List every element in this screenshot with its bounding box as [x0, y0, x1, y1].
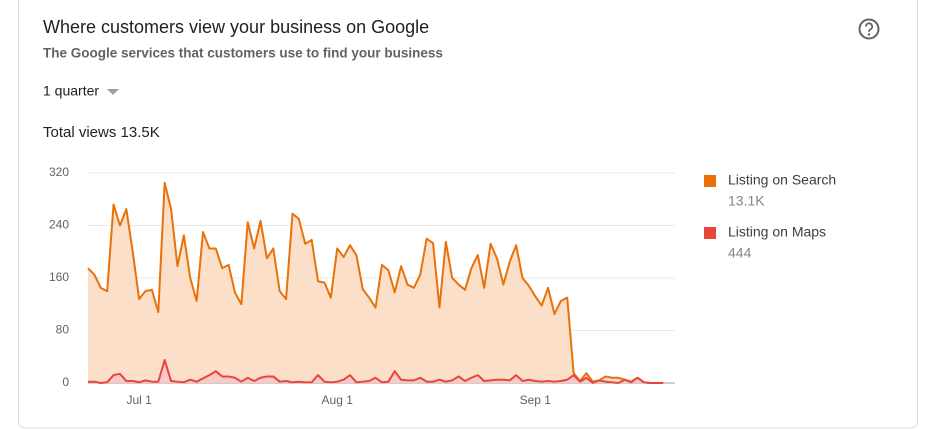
x-tick-label: Jul 1 — [126, 393, 152, 407]
help-icon — [858, 18, 880, 40]
legend-swatch — [704, 175, 716, 187]
y-tick-label: 0 — [62, 375, 69, 389]
dropdown-arrow — [107, 89, 119, 95]
legend-label: Listing on Maps — [728, 224, 826, 240]
legend-total: 444 — [728, 245, 752, 261]
y-tick-label: 80 — [56, 323, 70, 337]
title: Where customers view your business on Go… — [43, 17, 429, 37]
x-tick-label: Sep 1 — [520, 393, 552, 407]
line — [87, 181, 664, 384]
total-label: Total views — [43, 124, 116, 141]
y-tick-label: 240 — [49, 218, 69, 232]
total-views: Total views 13.5K — [43, 124, 160, 141]
subtitle: The Google services that customers use t… — [43, 46, 443, 61]
x-tick-label: Aug 1 — [322, 393, 354, 407]
line — [88, 359, 664, 384]
area — [88, 182, 664, 383]
total-value: 13.5K — [121, 124, 160, 141]
y-tick-label: 160 — [49, 270, 69, 284]
legend-swatch — [704, 227, 716, 239]
help-button[interactable] — [858, 18, 880, 40]
period-dropdown[interactable]: 1 quarter — [43, 83, 119, 99]
period-label: 1 quarter — [43, 83, 99, 99]
legend-label: Listing on Search — [728, 172, 836, 188]
help-glyph — [864, 22, 874, 32]
y-tick-label: 320 — [49, 165, 69, 179]
help-dot — [867, 33, 871, 36]
legend-total: 13.1K — [728, 193, 765, 209]
plot: 0 80 160 240 320 Jul 1 Aug 1 Sep 1 Listing on Se… — [49, 165, 836, 407]
